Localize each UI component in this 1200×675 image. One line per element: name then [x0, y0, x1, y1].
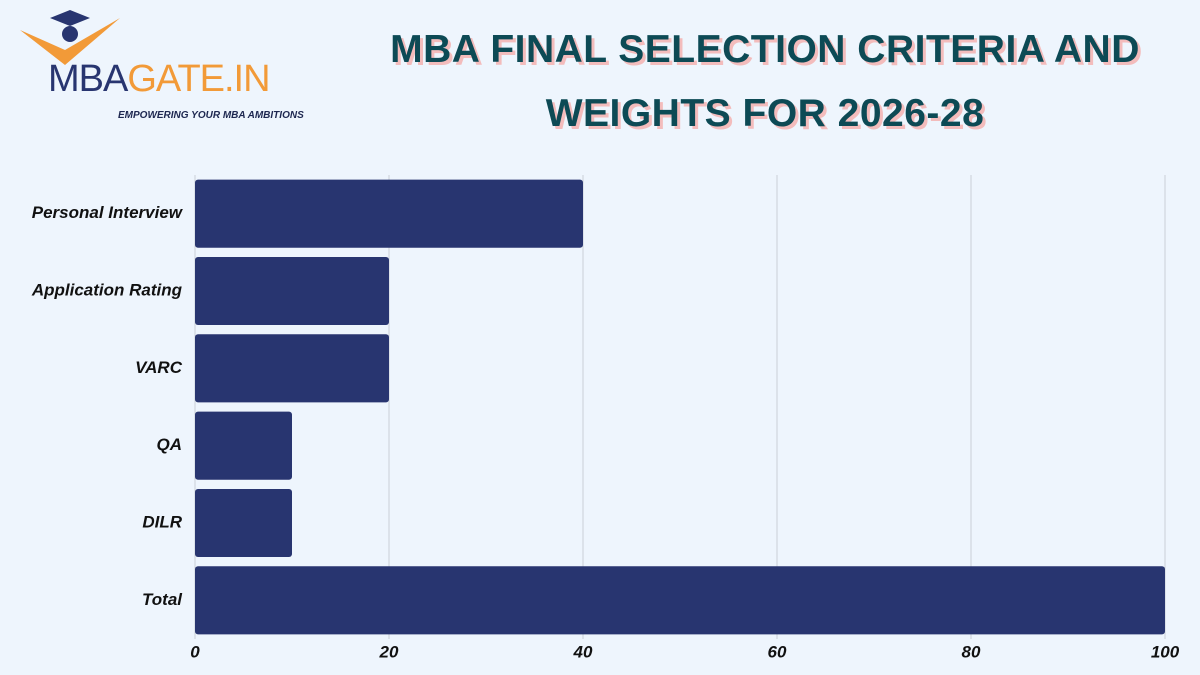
- bar: [195, 566, 1165, 635]
- bar: [195, 256, 389, 326]
- x-tick-label: 0: [190, 642, 200, 661]
- logo: [20, 10, 340, 130]
- x-tick-label: 20: [379, 642, 399, 661]
- y-tick-label: VARC: [135, 358, 183, 377]
- logo-icon: [20, 10, 120, 65]
- x-tick-label: 100: [1151, 642, 1180, 661]
- bar: [195, 488, 292, 558]
- y-tick-label: QA: [157, 435, 183, 454]
- y-tick-label: Application Rating: [31, 280, 183, 299]
- bar: [195, 179, 583, 248]
- x-tick-label: 80: [962, 642, 981, 661]
- y-tick-label: DILR: [142, 512, 182, 531]
- bar: [195, 411, 292, 480]
- brand-part: MBA: [48, 58, 128, 100]
- brand-part: GATE.IN: [127, 58, 270, 100]
- x-tick-label: 40: [573, 642, 593, 661]
- brand: MBAGATE.IN: [48, 58, 271, 101]
- tagline: EMPOWERING YOUR MBA AMBITIONS: [118, 110, 304, 121]
- bar: [195, 334, 389, 403]
- chart-title: MBA FINAL SELECTION CRITERIA AND WEIGHTS…: [390, 28, 1140, 135]
- y-tick-label: Personal Interview: [32, 203, 184, 222]
- x-tick-label: 60: [768, 642, 787, 661]
- y-tick-label: Total: [142, 590, 183, 609]
